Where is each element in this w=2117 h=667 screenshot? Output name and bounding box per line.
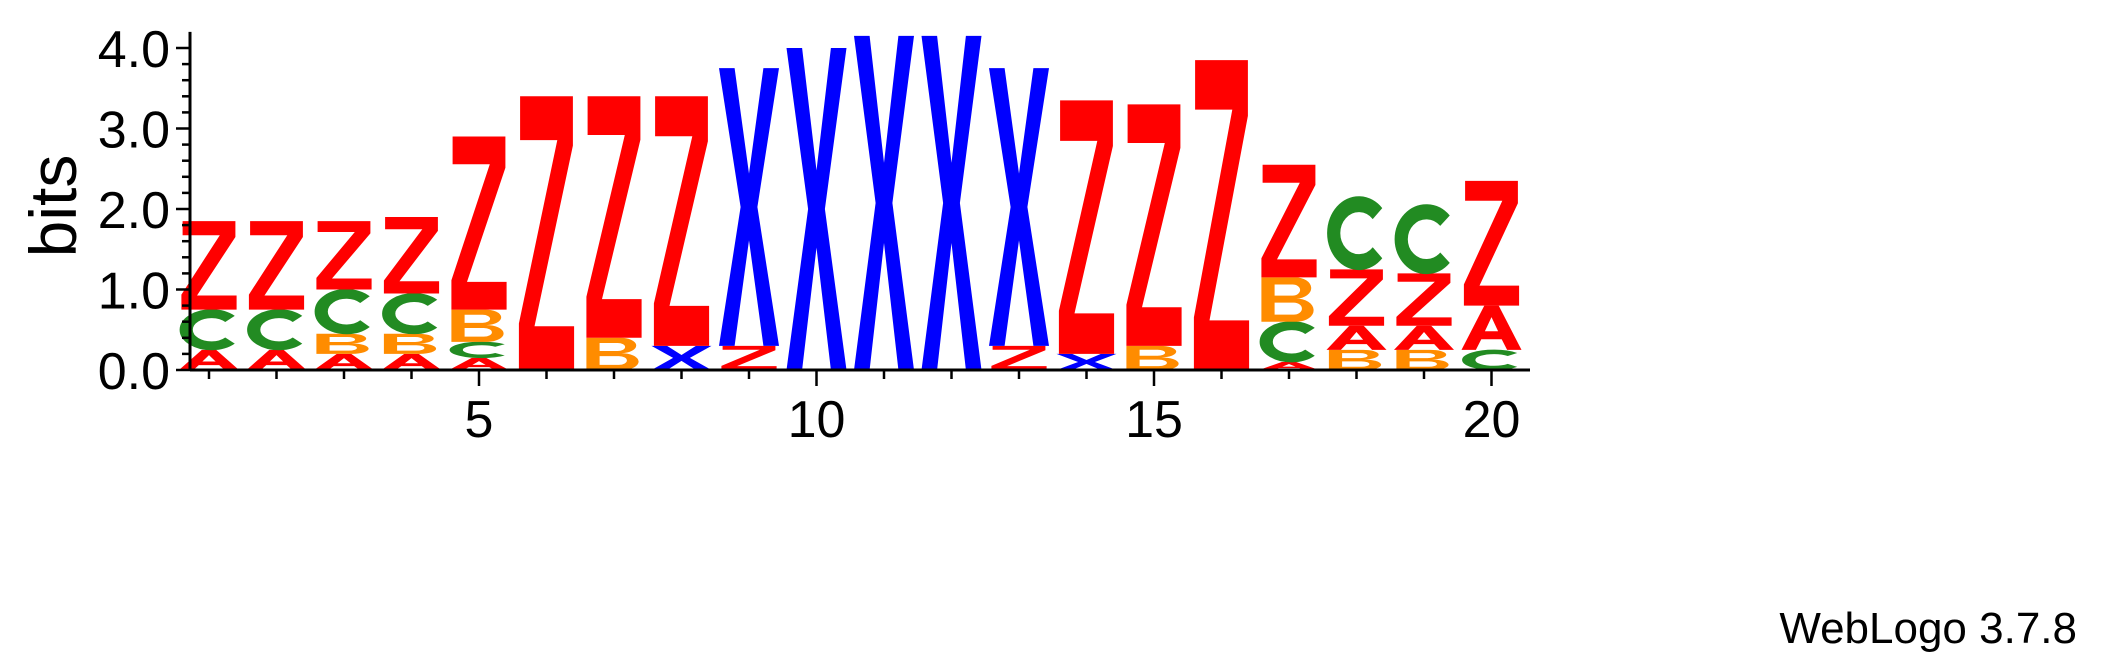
logo-letter-a	[314, 353, 374, 370]
y-tick-label: 3.0	[98, 102, 170, 160]
logo-letter-c	[1259, 321, 1315, 363]
logo-letter-z	[316, 221, 372, 290]
logo-letter-b	[316, 333, 369, 354]
logo-letter-x	[786, 48, 847, 370]
axes: 0.0 1.0 2.0 3.0 4.0 5 10 15 20	[98, 21, 1530, 449]
logo-letter-x	[989, 68, 1049, 346]
logo-letter-a	[246, 349, 307, 370]
y-tick-label: 1.0	[98, 263, 170, 321]
logo-letter-c	[1327, 196, 1383, 271]
logo-letter-c	[1462, 349, 1518, 371]
logo-letter-z	[991, 345, 1047, 370]
letter-stacks	[179, 35, 1522, 371]
logo-letter-z	[1193, 60, 1250, 370]
logo-letter-b	[451, 309, 504, 342]
logo-letter-a	[179, 349, 239, 370]
logo-letter-a	[1394, 325, 1454, 350]
logo-letter-b	[1261, 277, 1314, 322]
logo-letter-z	[1261, 164, 1317, 278]
logo-letter-x	[651, 345, 712, 370]
x-tick-label: 20	[1463, 391, 1521, 449]
logo-letter-z	[1328, 269, 1385, 326]
logo-letter-z	[451, 136, 507, 310]
logo-letter-a	[1259, 361, 1319, 370]
y-tick-label: 0.0	[98, 343, 170, 401]
logo-letter-x	[1056, 353, 1117, 370]
logo-letter-z	[1058, 100, 1115, 354]
logo-letter-z	[248, 221, 305, 310]
logo-letter-z	[1463, 180, 1520, 306]
logo-letter-a	[1461, 305, 1522, 350]
x-tick-label: 5	[465, 391, 494, 449]
y-tick-label: 4.0	[98, 21, 170, 79]
logo-letter-a	[449, 357, 509, 370]
logo-letter-b	[383, 333, 437, 354]
logo-letter-x	[719, 68, 779, 346]
logo-letter-b	[1126, 345, 1179, 370]
logo-letter-c	[382, 293, 438, 335]
weblogo-credit: WebLogo 3.7.8	[1779, 604, 2077, 653]
logo-letter-z	[653, 96, 710, 346]
logo-letter-c	[314, 289, 370, 335]
logo-letter-z	[721, 345, 777, 370]
logo-letter-z	[586, 96, 642, 338]
y-axis-label: bits	[16, 155, 90, 258]
logo-letter-b	[1396, 349, 1449, 370]
logo-letter-b	[586, 337, 639, 370]
logo-letter-a	[381, 353, 442, 370]
logo-letter-b	[1328, 349, 1382, 370]
logo-letter-a	[1326, 325, 1387, 350]
logo-letter-c	[449, 341, 505, 359]
logo-letter-z	[181, 221, 237, 310]
logo-letter-z	[518, 96, 575, 371]
logo-letter-c	[1394, 204, 1450, 275]
logo-letter-z	[1126, 104, 1182, 346]
logo-letter-x	[854, 35, 914, 371]
x-tick-label: 10	[788, 391, 846, 449]
logo-letter-z	[1396, 273, 1452, 326]
logo-letter-z	[383, 217, 440, 294]
logo-letter-c	[179, 309, 235, 351]
y-tick-label: 2.0	[98, 182, 170, 240]
logo-letter-c	[247, 309, 303, 351]
logo-letter-x	[921, 35, 982, 371]
x-tick-label: 15	[1125, 391, 1183, 449]
